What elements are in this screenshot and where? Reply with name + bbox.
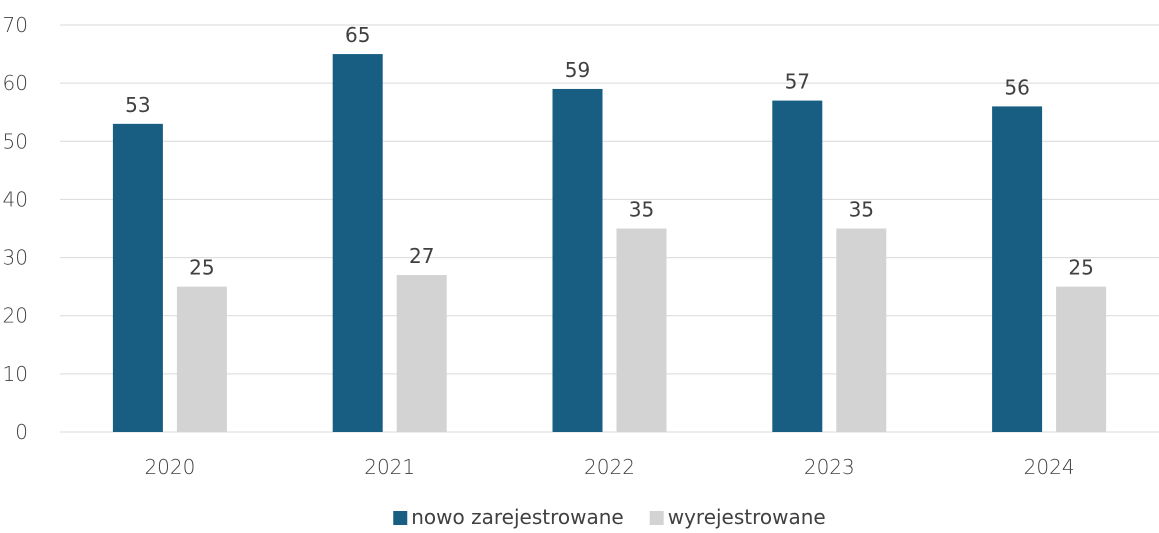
- data-label: 27: [409, 244, 434, 268]
- bar-registered-2024: [992, 106, 1043, 433]
- legend-label: nowo zarejestrowane: [411, 505, 623, 529]
- bar-deregistered-2024: [1056, 286, 1107, 432]
- gridlines: [60, 24, 1159, 433]
- legend: nowo zarejestrowane wyrejestrowane: [393, 505, 826, 529]
- y-tick-label: 20: [3, 304, 28, 328]
- legend-label: wyrejestrowane: [668, 505, 826, 529]
- data-label: 35: [629, 198, 654, 222]
- data-label: 57: [785, 70, 810, 94]
- bars: [112, 54, 1107, 433]
- data-labels: 53 25 65 27 59 35 57 35 56 25: [125, 23, 1094, 280]
- x-tick-label: 2023: [804, 455, 855, 479]
- x-axis: 2020 2021 2022 2023 2024: [144, 455, 1074, 479]
- y-tick-label: 60: [3, 71, 28, 95]
- y-tick-label: 30: [3, 246, 28, 270]
- legend-swatch: [393, 511, 408, 525]
- legend-item: wyrejestrowane: [649, 505, 826, 529]
- legend-item: nowo zarejestrowane: [393, 505, 624, 529]
- bar-registered-2021: [332, 54, 383, 432]
- legend-swatch: [649, 511, 664, 525]
- y-tick-label: 0: [15, 420, 28, 444]
- y-axis: 0 10 20 30 40 50 60 70: [3, 13, 28, 444]
- x-tick-label: 2020: [144, 455, 195, 479]
- x-tick-label: 2021: [364, 455, 415, 479]
- y-tick-label: 70: [3, 13, 28, 37]
- bar-deregistered-2020: [176, 286, 227, 432]
- bar-registered-2022: [552, 88, 603, 432]
- bar-registered-2023: [772, 100, 823, 432]
- x-tick-label: 2022: [584, 455, 635, 479]
- data-label: 35: [849, 198, 874, 222]
- bar-deregistered-2023: [836, 228, 887, 432]
- data-label: 53: [125, 93, 150, 117]
- bar-deregistered-2021: [396, 275, 447, 432]
- data-label: 25: [189, 256, 214, 280]
- data-label: 65: [345, 23, 370, 47]
- y-tick-label: 40: [3, 187, 28, 211]
- y-tick-label: 10: [3, 362, 28, 386]
- data-label: 56: [1004, 75, 1029, 99]
- data-label: 59: [565, 58, 590, 82]
- y-tick-label: 50: [3, 129, 28, 153]
- x-tick-label: 2024: [1024, 455, 1075, 479]
- data-label: 25: [1068, 256, 1093, 280]
- bar-deregistered-2022: [616, 228, 667, 432]
- bar-registered-2020: [112, 123, 163, 432]
